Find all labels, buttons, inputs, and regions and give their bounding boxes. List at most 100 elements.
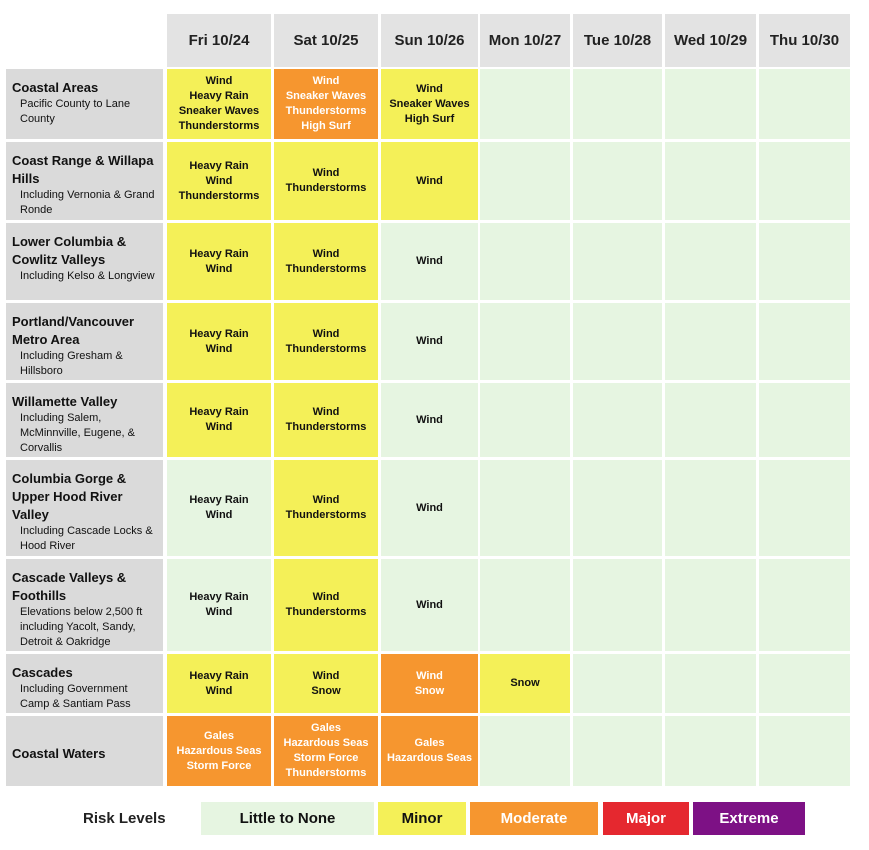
region-cell: Lower Columbia & Cowlitz Valleys Includin… bbox=[6, 223, 163, 300]
forecast-cell: Wind Heavy Rain Sneaker Waves Thunderstorms bbox=[167, 69, 271, 139]
forecast-cell bbox=[759, 69, 850, 139]
hazard: Wind bbox=[416, 82, 443, 95]
region-cell: Coast Range & Willapa Hills Including Ver… bbox=[6, 142, 163, 220]
region-cell: Cascade Valleys & Foothills Elevations be… bbox=[6, 559, 163, 651]
hazard: Sneaker Waves bbox=[389, 97, 470, 110]
hazard: Hazardous Seas bbox=[283, 737, 369, 749]
region-name: Lower Columbia & Cowlitz Valleys bbox=[12, 234, 127, 267]
forecast-cell bbox=[573, 716, 662, 786]
forecast-cell bbox=[759, 142, 850, 220]
region-name: Columbia Gorge & Upper Hood River Valley bbox=[12, 471, 127, 522]
hazard: Snow bbox=[311, 684, 341, 697]
forecast-cell: Wind bbox=[381, 383, 478, 457]
forecast-cell: Wind Thunderstorms bbox=[274, 142, 378, 220]
hazard: Wind bbox=[205, 342, 233, 355]
forecast-cell: Heavy Rain Wind bbox=[167, 303, 271, 380]
hazard: Wind bbox=[205, 75, 233, 87]
forecast-cell: Heavy Rain Wind Thunderstorms bbox=[167, 142, 271, 220]
forecast-cell bbox=[573, 303, 662, 380]
forecast-cell: Wind Snow bbox=[274, 654, 378, 713]
region-name: Coastal Areas bbox=[12, 80, 99, 95]
region-cell: Cascades Including Government Camp & Sant… bbox=[6, 654, 163, 713]
hazard: Heavy Rain bbox=[189, 159, 249, 172]
forecast-cell: Wind Sneaker Waves High Surf bbox=[381, 69, 478, 139]
region-name: Cascades bbox=[12, 665, 73, 680]
forecast-cell: Gales Hazardous Seas Storm Force Thundersto… bbox=[274, 716, 378, 786]
hazard: Wind bbox=[312, 669, 340, 682]
forecast-cell bbox=[665, 716, 756, 786]
column-header: Thu 10/30 bbox=[759, 14, 850, 67]
hazard: Snow bbox=[414, 684, 445, 697]
forecast-cell bbox=[665, 303, 756, 380]
hazard: Wind bbox=[205, 174, 233, 187]
hazard: Wind bbox=[416, 255, 443, 267]
hazard: Heavy Rain bbox=[189, 591, 249, 603]
hazard: Hazardous Seas bbox=[176, 744, 262, 757]
region-detail: Pacific County to Lane County bbox=[20, 98, 131, 125]
forecast-cell: Gales Hazardous Seas bbox=[381, 716, 478, 786]
column-header: Mon 10/27 bbox=[480, 14, 570, 67]
region-detail: Including Vernonia & Grand Ronde bbox=[20, 189, 155, 216]
region-detail: Including Gresham & Hillsboro bbox=[20, 350, 123, 377]
hazard: Thunderstorms bbox=[178, 120, 260, 132]
forecast-cell: Snow bbox=[480, 654, 570, 713]
region-name: Cascade Valleys & Foothills bbox=[12, 570, 127, 603]
hazard: High Surf bbox=[301, 120, 351, 132]
forecast-cell bbox=[480, 69, 570, 139]
forecast-cell bbox=[665, 142, 756, 220]
forecast-cell bbox=[480, 559, 570, 651]
hazard: High Surf bbox=[404, 112, 455, 125]
legend-level: Moderate bbox=[470, 802, 598, 835]
hazard: Wind bbox=[205, 262, 233, 275]
forecast-cell: Wind bbox=[381, 142, 478, 220]
forecast-cell bbox=[480, 142, 570, 220]
legend-title: Risk Levels bbox=[83, 810, 166, 827]
hazard: Wind bbox=[416, 598, 443, 611]
hazard: Thunderstorms bbox=[178, 189, 260, 202]
forecast-cell: Wind bbox=[381, 303, 478, 380]
forecast-cell bbox=[573, 559, 662, 651]
region-cell: Columbia Gorge & Upper Hood River Valley… bbox=[6, 460, 163, 556]
hazard: Gales bbox=[414, 737, 445, 749]
forecast-cell bbox=[759, 654, 850, 713]
column-header: Fri 10/24 bbox=[167, 14, 271, 67]
column-header: Sat 10/25 bbox=[274, 14, 378, 67]
region-cell: Coastal Waters bbox=[6, 716, 163, 786]
region-detail: Elevations below 2,500 ft including Yaco… bbox=[20, 606, 143, 648]
hazard: Thunderstorms bbox=[285, 182, 367, 194]
region-detail: Including Government Camp & Santiam Pass bbox=[20, 683, 131, 710]
hazard: Storm Force bbox=[186, 759, 252, 772]
hazard: Wind bbox=[416, 501, 443, 514]
region-detail: Including Cascade Locks & Hood River bbox=[20, 525, 153, 552]
legend-level: Minor bbox=[378, 802, 466, 835]
hazard: Wind bbox=[205, 421, 233, 433]
forecast-cell bbox=[480, 383, 570, 457]
forecast-cell: Heavy Rain Wind bbox=[167, 654, 271, 713]
hazard: Heavy Rain bbox=[189, 327, 249, 340]
forecast-cell: Wind Thunderstorms bbox=[274, 559, 378, 651]
hazard: Heavy Rain bbox=[189, 247, 249, 260]
hazard: Thunderstorms bbox=[285, 342, 367, 355]
hazard: Thunderstorms bbox=[285, 767, 367, 779]
forecast-cell bbox=[665, 559, 756, 651]
forecast-cell bbox=[759, 559, 850, 651]
forecast-cell: Heavy Rain Wind bbox=[167, 223, 271, 300]
forecast-cell bbox=[480, 716, 570, 786]
region-cell: Portland/Vancouver Metro Area Including G… bbox=[6, 303, 163, 380]
forecast-cell bbox=[759, 716, 850, 786]
forecast-cell bbox=[480, 223, 570, 300]
hazard: Wind bbox=[312, 494, 340, 506]
hazard: Heavy Rain bbox=[189, 90, 249, 102]
region-name: Willamette Valley bbox=[12, 394, 118, 409]
region-cell: Coastal Areas Pacific County to Lane Coun… bbox=[6, 69, 163, 139]
forecast-cell bbox=[759, 460, 850, 556]
hazard: Thunderstorms bbox=[285, 105, 367, 117]
forecast-cell bbox=[573, 69, 662, 139]
forecast-cell bbox=[573, 142, 662, 220]
hazard: Heavy Rain bbox=[189, 406, 249, 418]
hazard: Snow bbox=[510, 677, 540, 689]
hazard: Wind bbox=[416, 174, 443, 187]
forecast-cell: Wind Sneaker Waves Thunderstorms High Surf bbox=[274, 69, 378, 139]
forecast-cell: Wind Snow bbox=[381, 654, 478, 713]
